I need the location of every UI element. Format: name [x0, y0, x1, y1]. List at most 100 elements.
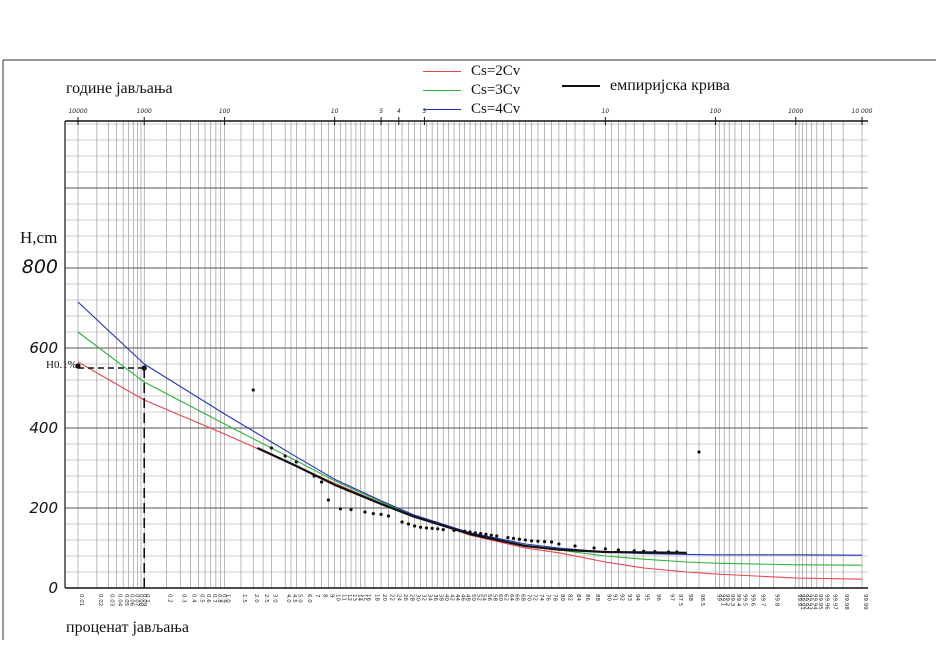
observed-point	[543, 540, 547, 544]
observed-point	[452, 528, 456, 533]
bottom-tick-label: 90	[605, 594, 611, 601]
legend-swatch-cs2cv	[423, 71, 461, 72]
bottom-tick-label: 99.92	[803, 594, 809, 610]
observed-point	[489, 533, 493, 537]
top-tick-label: 100	[219, 108, 231, 115]
bottom-tick-label: 5.0	[296, 594, 302, 603]
bottom-tick-label: 96	[655, 594, 661, 601]
bottom-tick-label: 99.2	[724, 594, 730, 606]
bottom-tick-label: 86	[584, 594, 590, 601]
bottom-tick-label: 54	[481, 594, 487, 601]
observed-point	[424, 526, 429, 530]
bottom-tick-label: 0.2	[167, 594, 173, 603]
bottom-tick-label: 1.5	[241, 594, 247, 603]
observed-point	[312, 474, 316, 478]
observed-point	[379, 512, 383, 517]
bottom-tick-label: 32	[421, 594, 427, 601]
legend-label-cs3cv: Cs=3Cv	[471, 82, 521, 98]
bottom-tick-label: 58	[491, 594, 497, 601]
bottom-tick-label: 56	[486, 594, 492, 601]
bottom-tick-label: 70	[525, 594, 531, 601]
bottom-tick-label: 99.8	[773, 594, 779, 607]
observed-point	[642, 549, 646, 553]
observed-point	[283, 454, 287, 458]
bottom-tick-labels: 0.01 0.02 0.03 0.04 0.05 0.060.070.080.090.1 0…	[78, 594, 868, 610]
y-tick-label: 400	[29, 419, 58, 437]
bottom-tick-label: 28	[408, 594, 414, 601]
observed-point	[511, 536, 516, 541]
series-line-4	[256, 447, 687, 554]
bottom-tick-label: 44	[454, 594, 460, 601]
grid-minor	[65, 121, 868, 588]
legend-item-empirical: емпиријска крива	[562, 77, 730, 95]
bottom-tick-label: 11	[340, 594, 346, 601]
observed-point	[529, 539, 534, 543]
bottom-tick-label: 92	[618, 594, 624, 601]
bottom-tick-label: 0.3	[180, 594, 186, 603]
observed-point	[320, 480, 324, 484]
observed-point	[468, 530, 472, 534]
bottom-tick-label: 46	[459, 594, 465, 601]
top-tick-label: 10000	[68, 108, 87, 115]
observed-point	[441, 528, 445, 532]
observed-point	[400, 520, 404, 524]
top-tick-label: 5	[379, 108, 383, 115]
bottom-tick-label: 99.97	[832, 594, 838, 610]
top-tick-label: 10	[331, 108, 339, 115]
bottom-tick-label: 99.96	[823, 594, 829, 610]
top-tick-label: 10	[602, 108, 610, 115]
bottom-tick-label: 20	[381, 594, 387, 601]
legend-swatch-empirical	[562, 85, 600, 87]
bottom-tick-label: 93	[626, 594, 632, 601]
observed-point	[536, 539, 540, 543]
bottom-tick-label: 99.4	[735, 594, 741, 607]
observed-point	[506, 536, 510, 540]
observed-point	[666, 550, 671, 554]
bottom-tick-label: 99.7	[760, 594, 766, 607]
bottom-tick-label: 4.0	[285, 594, 291, 603]
bottom-tick-label: 99.9	[796, 594, 802, 607]
observed-point	[523, 538, 527, 542]
bottom-tick-label: 0.03	[108, 594, 114, 607]
observed-point	[603, 547, 607, 551]
bottom-tick-label: 13	[351, 594, 357, 601]
bottom-tick-label: 98.5	[699, 594, 705, 607]
observed-point	[386, 514, 391, 518]
bottom-tick-label: 99.99	[862, 594, 868, 610]
y-tick-label: 0	[48, 579, 58, 597]
bottom-tick-label: 40	[443, 594, 449, 601]
bottom-tick-label: 24	[395, 594, 401, 601]
bottom-tick-label: 8	[322, 594, 328, 598]
annotation-axis-point	[75, 363, 81, 369]
bottom-tick-label: 12	[346, 594, 352, 601]
legend-label-cs2cv: Cs=2Cv	[471, 63, 521, 79]
bottom-tick-label: 1.0	[225, 594, 231, 603]
bottom-tick-label: 60	[497, 594, 503, 601]
legend-swatch-cs3cv	[423, 90, 461, 91]
bottom-tick-label: 64	[508, 594, 514, 601]
bottom-tick-label: 26	[402, 594, 408, 601]
bottom-tick-label: 99.93	[807, 594, 813, 610]
observed-point	[632, 549, 636, 553]
bottom-tick-label: 34	[426, 594, 432, 601]
bottom-tick-label: 68	[519, 594, 525, 601]
y-tick-labels: 0 200 400 600 800	[22, 256, 58, 597]
top-tick-labels: 10000 1000 100 10 5 4 3 10 100 1000 10 000	[68, 108, 873, 125]
bottom-tick-label: 0.06	[129, 594, 135, 607]
bottom-tick-label: 50	[470, 594, 476, 601]
bottom-tick-label: 99.98	[843, 594, 849, 610]
bottom-tick-label: 0.01	[78, 594, 84, 606]
bottom-tick-label: 0.05	[123, 594, 129, 607]
bottom-tick-label: 0.02	[97, 594, 103, 606]
bottom-tick-label: 97	[669, 594, 675, 601]
observed-point	[495, 534, 499, 538]
observed-point	[573, 544, 577, 548]
observed-point	[616, 548, 620, 552]
bottom-tick-label: 16	[365, 594, 371, 601]
bottom-tick-label: 0.04	[117, 594, 123, 607]
bottom-tick-label: 94	[634, 594, 640, 601]
bottom-tick-label: 80	[559, 594, 565, 601]
bottom-tick-label: 95	[644, 594, 650, 601]
bottom-tick-label: 99.94	[811, 594, 817, 610]
